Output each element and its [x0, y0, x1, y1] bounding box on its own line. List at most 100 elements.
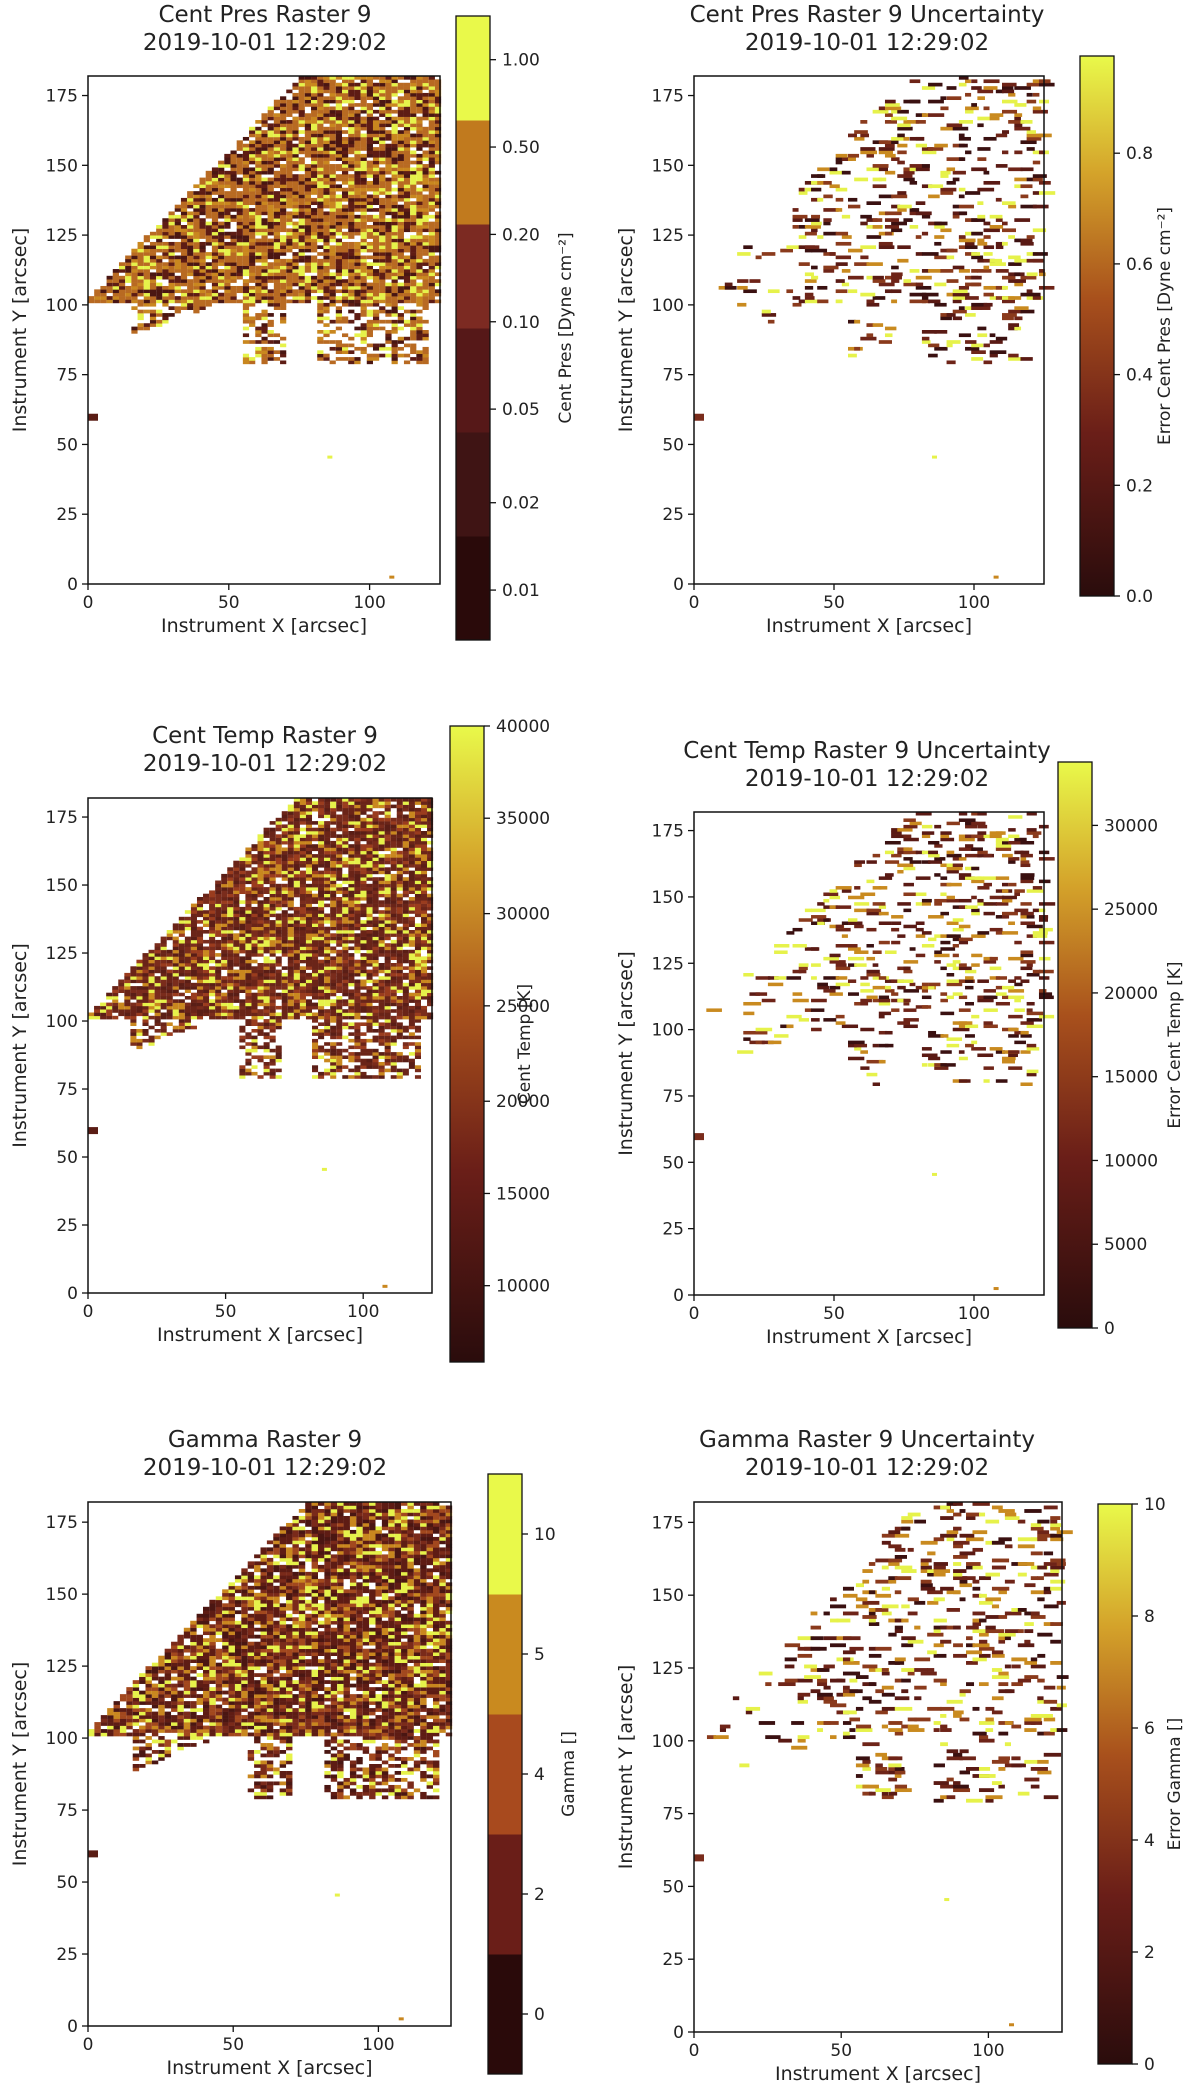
pixel	[269, 1075, 276, 1079]
pixel	[391, 79, 398, 84]
pixel	[249, 170, 256, 175]
pixel	[384, 963, 391, 967]
pixel	[190, 982, 197, 987]
pixel	[203, 959, 210, 964]
pixel	[168, 252, 175, 256]
pixel	[402, 1058, 409, 1063]
pixel	[209, 953, 216, 957]
pixel	[915, 275, 932, 280]
pixel	[915, 167, 930, 172]
pixel	[934, 235, 945, 239]
pixel	[403, 153, 411, 158]
pixel	[921, 340, 931, 344]
pixel	[909, 164, 923, 168]
pixel	[342, 976, 349, 980]
pixel	[416, 333, 423, 338]
pixel	[360, 170, 367, 175]
colorbar-label: Cent Pres [Dyne cm⁻²]	[556, 232, 576, 423]
pixel	[379, 225, 386, 229]
pixel	[335, 126, 343, 131]
pixel	[928, 343, 940, 348]
pixel	[299, 986, 306, 990]
pixel	[909, 99, 921, 104]
pixel	[143, 245, 150, 250]
pixel	[124, 996, 131, 1000]
pixel	[292, 130, 299, 134]
pixel	[335, 231, 343, 236]
pixel	[366, 1052, 373, 1056]
pixel	[304, 282, 312, 287]
pixel	[137, 255, 144, 260]
pixel	[342, 989, 349, 993]
pixel	[422, 306, 429, 310]
pixel	[245, 982, 252, 987]
pixel	[261, 150, 268, 155]
pixel	[236, 164, 243, 168]
pixel	[249, 133, 256, 138]
pixel	[312, 963, 319, 967]
pixel	[311, 153, 318, 158]
pixel	[281, 989, 288, 993]
pixel	[184, 976, 191, 980]
pixel	[397, 228, 404, 233]
pixel	[396, 996, 403, 1000]
pixel	[329, 157, 336, 161]
pixel	[323, 197, 330, 202]
panel-2: Cent Pres Raster 9 Uncertainty2019-10-01…	[615, 2, 1175, 637]
pixel	[804, 272, 814, 277]
pixel	[391, 289, 398, 294]
pixel	[366, 953, 373, 957]
pixel	[335, 241, 343, 246]
pixel	[148, 1042, 155, 1046]
pixel	[372, 103, 380, 107]
pixel	[286, 245, 293, 250]
pixel	[304, 235, 312, 239]
pixel	[239, 1068, 246, 1073]
pixel	[396, 1058, 403, 1063]
pixel	[255, 174, 262, 178]
pixel	[427, 1012, 434, 1017]
pixel	[236, 184, 243, 189]
pixel	[798, 191, 808, 195]
pixel	[286, 99, 293, 104]
pixel	[275, 1022, 282, 1026]
pixel	[403, 319, 411, 324]
pixel	[215, 982, 222, 987]
pixel	[848, 319, 856, 324]
pixel	[1008, 167, 1023, 172]
pixel	[360, 326, 367, 331]
pixel	[275, 1055, 282, 1059]
pixel	[160, 969, 167, 974]
pixel	[131, 285, 138, 290]
pixel	[275, 1025, 282, 1030]
pixel	[323, 228, 330, 233]
pixel	[174, 258, 181, 263]
pixel	[372, 1019, 379, 1023]
colorbar-frame	[455, 15, 491, 641]
pixel	[166, 930, 173, 934]
pixel	[983, 221, 991, 226]
pixel	[372, 92, 380, 97]
pixel	[342, 292, 349, 297]
pixel	[178, 1002, 185, 1007]
pixel	[199, 269, 206, 273]
pixel	[242, 292, 250, 297]
pixel	[218, 282, 225, 287]
pixel	[162, 241, 169, 246]
pixel	[255, 143, 262, 148]
pixel	[1014, 103, 1027, 107]
pixel	[292, 167, 299, 172]
pixel	[215, 992, 222, 997]
pixel	[422, 225, 429, 229]
pixel	[416, 285, 423, 290]
pixel	[193, 191, 200, 195]
pixel	[324, 992, 331, 997]
pixel	[304, 194, 312, 199]
pixel	[366, 225, 373, 229]
pixel	[257, 936, 264, 941]
pixel	[221, 963, 228, 967]
pixel	[348, 245, 355, 250]
pixel	[329, 272, 336, 277]
pixel	[428, 245, 435, 250]
pixel	[946, 313, 956, 317]
